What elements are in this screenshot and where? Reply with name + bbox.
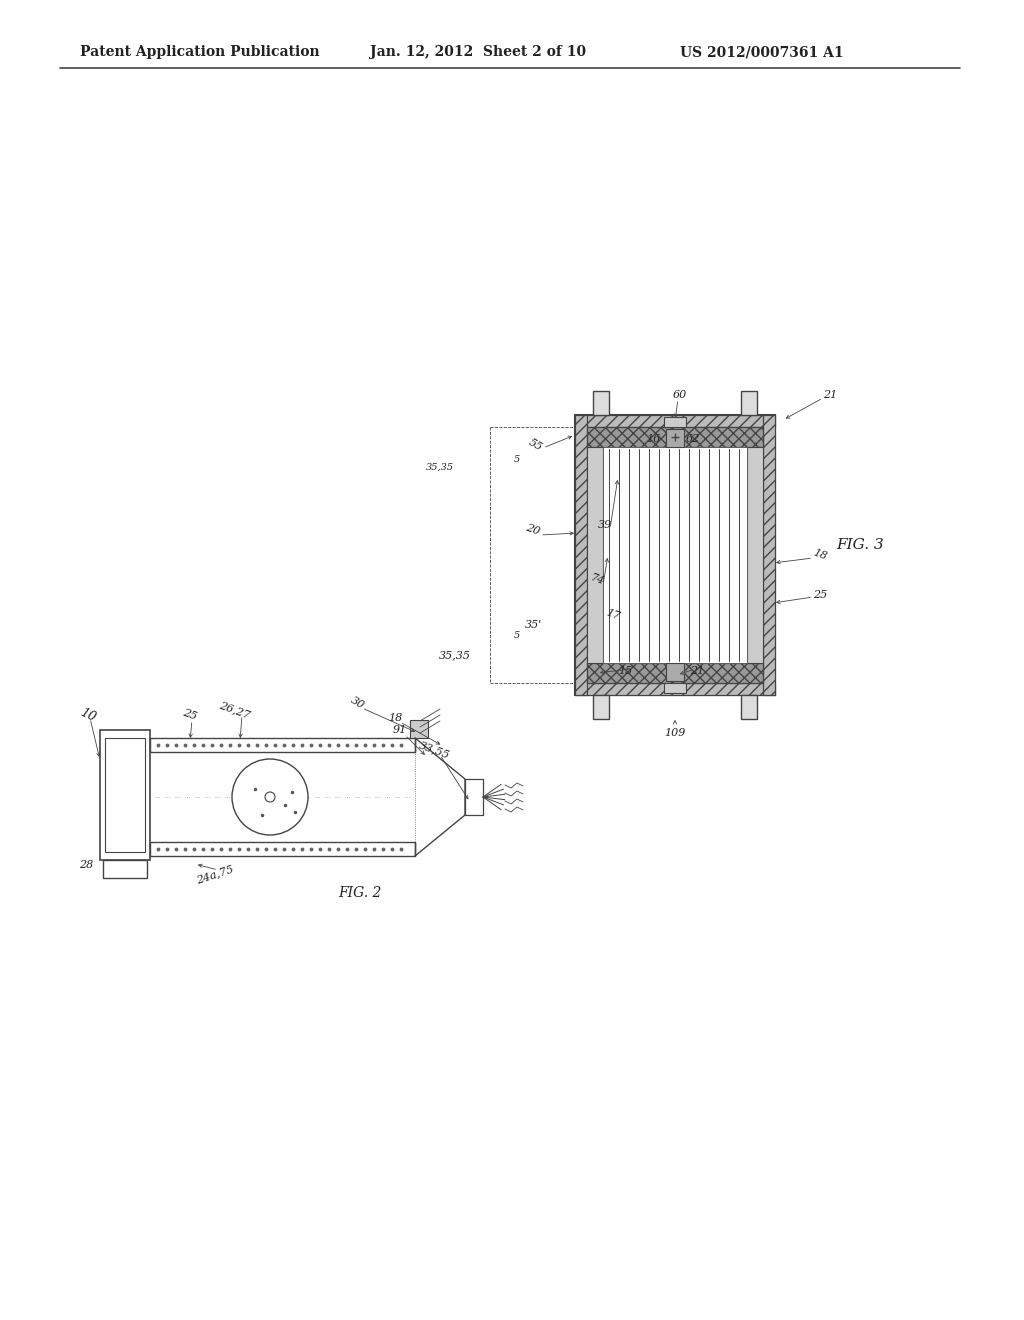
Circle shape bbox=[265, 792, 275, 803]
Bar bbox=[666, 663, 684, 681]
Bar bbox=[575, 414, 775, 426]
Bar bbox=[587, 426, 763, 447]
Bar bbox=[575, 682, 775, 696]
Text: 18: 18 bbox=[388, 713, 402, 723]
Bar bbox=[265, 792, 275, 803]
Text: 15: 15 bbox=[617, 667, 632, 676]
Text: 24a,75: 24a,75 bbox=[196, 863, 234, 884]
Bar bbox=[410, 719, 428, 738]
Text: 62: 62 bbox=[686, 434, 700, 444]
Bar bbox=[746, 447, 763, 663]
Bar bbox=[575, 414, 775, 426]
Bar bbox=[150, 738, 415, 752]
Bar bbox=[100, 730, 150, 861]
Bar bbox=[575, 414, 587, 696]
Text: 28: 28 bbox=[79, 861, 93, 870]
Bar bbox=[587, 663, 763, 682]
Text: FIG. 3: FIG. 3 bbox=[837, 539, 884, 552]
Text: 33,55: 33,55 bbox=[418, 739, 452, 760]
Bar bbox=[664, 417, 686, 426]
Bar bbox=[575, 414, 775, 696]
Text: 5: 5 bbox=[514, 455, 520, 465]
Text: 39: 39 bbox=[598, 520, 612, 531]
Text: 60: 60 bbox=[673, 389, 687, 400]
Bar bbox=[465, 779, 483, 814]
Text: 21: 21 bbox=[823, 389, 838, 400]
Bar bbox=[593, 391, 609, 414]
Text: 35,35: 35,35 bbox=[426, 462, 454, 471]
Text: 91: 91 bbox=[393, 725, 408, 735]
Text: 18: 18 bbox=[812, 548, 828, 562]
Text: US 2012/0007361 A1: US 2012/0007361 A1 bbox=[680, 45, 844, 59]
Text: 55: 55 bbox=[526, 437, 544, 453]
Bar bbox=[741, 696, 757, 719]
Text: Patent Application Publication: Patent Application Publication bbox=[80, 45, 319, 59]
Bar bbox=[763, 414, 775, 696]
Text: Jan. 12, 2012  Sheet 2 of 10: Jan. 12, 2012 Sheet 2 of 10 bbox=[370, 45, 586, 59]
Bar bbox=[741, 391, 757, 414]
Text: 30: 30 bbox=[349, 696, 367, 711]
Bar bbox=[763, 414, 775, 696]
Text: FIG. 2: FIG. 2 bbox=[338, 886, 382, 900]
Text: 16: 16 bbox=[646, 434, 660, 444]
Text: 20: 20 bbox=[524, 523, 542, 537]
Text: 109: 109 bbox=[665, 729, 686, 738]
Bar bbox=[105, 738, 145, 851]
Bar bbox=[575, 682, 775, 696]
Bar bbox=[150, 842, 415, 855]
Text: 25: 25 bbox=[181, 708, 199, 722]
Bar bbox=[587, 426, 763, 447]
Bar bbox=[103, 861, 147, 878]
Bar bbox=[593, 696, 609, 719]
Text: 17: 17 bbox=[604, 609, 622, 622]
Text: 74: 74 bbox=[589, 573, 605, 587]
Text: 25: 25 bbox=[813, 590, 827, 601]
Text: 35': 35' bbox=[524, 620, 542, 630]
Circle shape bbox=[232, 759, 308, 836]
Bar bbox=[666, 429, 684, 447]
Text: 10: 10 bbox=[78, 706, 98, 725]
Text: 35,35: 35,35 bbox=[439, 649, 471, 660]
Bar bbox=[587, 663, 763, 682]
Bar bbox=[664, 682, 686, 693]
Bar bbox=[603, 447, 746, 663]
Bar bbox=[587, 447, 603, 663]
Text: 26,27: 26,27 bbox=[218, 700, 252, 721]
Text: 5: 5 bbox=[514, 631, 520, 639]
Bar bbox=[575, 414, 587, 696]
Text: 21: 21 bbox=[690, 667, 705, 676]
